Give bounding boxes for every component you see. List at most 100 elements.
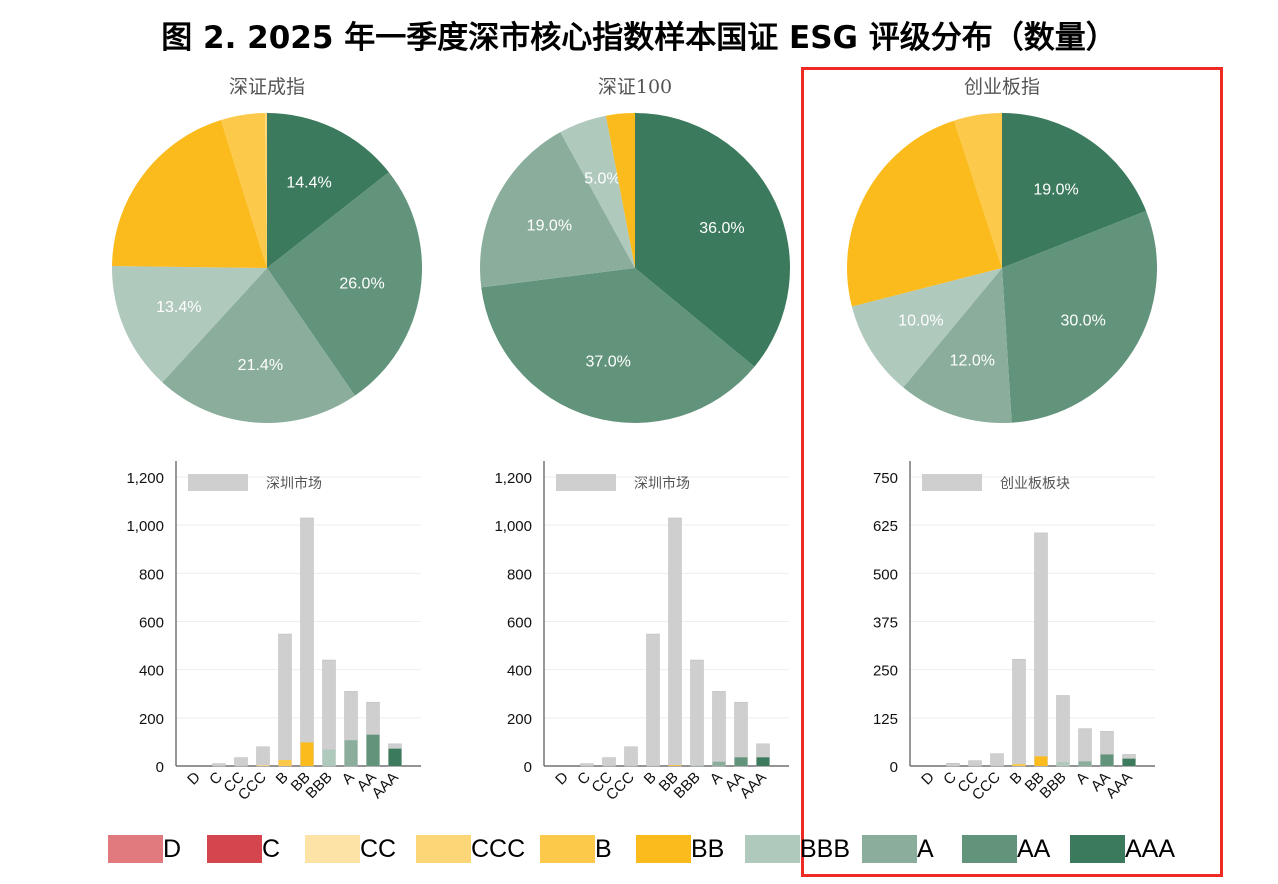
x-tick-label: D	[552, 769, 572, 789]
pie-slice-A	[480, 132, 635, 288]
pie-slice-label: 19.0%	[527, 217, 572, 234]
bar-market-B	[278, 633, 292, 767]
legend-swatch	[962, 835, 1017, 863]
pie-slice-label: 26.0%	[339, 275, 384, 292]
legend-item-C: C	[207, 835, 280, 863]
bar-market-CC	[602, 757, 616, 767]
y-tick-label: 250	[873, 663, 898, 680]
bar-market-CCC	[990, 753, 1004, 767]
pie-slice-label: 36.0%	[699, 220, 744, 237]
bar-index-A	[344, 740, 358, 766]
y-tick-label: 625	[873, 518, 898, 535]
highlight-box	[801, 67, 1223, 877]
pie-slice-label: 30.0%	[1060, 312, 1105, 329]
pie-slice-AAA	[267, 113, 389, 268]
legend-item-CC: CC	[305, 835, 396, 863]
x-tick-label: AAA	[369, 769, 402, 802]
legend-swatch	[636, 835, 691, 863]
bar-market-CCC	[624, 746, 638, 767]
pie-slice-label: 5.0%	[584, 171, 620, 188]
y-tick-label: 400	[507, 663, 532, 680]
legend-swatch	[207, 835, 262, 863]
legend-item-AAA: AAA	[1070, 835, 1175, 863]
legend-label: AAA	[1125, 835, 1176, 863]
legend-swatch	[305, 835, 360, 863]
y-tick-label: 1,200	[126, 470, 164, 487]
legend-item-B: B	[540, 835, 612, 863]
bar-market-B	[646, 633, 660, 767]
legend-item-CCC: CCC	[416, 835, 525, 863]
bar-index-AAA	[756, 757, 770, 766]
pie-title: 创业板指	[964, 76, 1040, 98]
legend-swatch	[1070, 835, 1125, 863]
legend-label: A	[917, 835, 934, 863]
bar-market-CC	[968, 760, 982, 767]
bar-market-AA	[734, 701, 748, 767]
pie-slice-BB	[847, 120, 1002, 307]
rating-legend: D C CC CCC B BB BBB A AA AAA	[0, 835, 1278, 865]
pie-slice-B	[954, 113, 1002, 268]
bar-market-BBB	[690, 659, 704, 767]
x-tick-label: AAA	[737, 769, 770, 802]
pie-slice-label: 21.4%	[238, 357, 283, 374]
pie-chart: 创业板指 19.0% 30.0% 12.0% 10.0%	[847, 76, 1157, 423]
bar-legend-label: 深圳市场	[634, 475, 690, 492]
bar-index-BBB	[322, 749, 336, 766]
bar-index-AAA	[388, 748, 402, 766]
pie-chart: 深证成指 14.4% 26.0% 21.4% 13.4%	[112, 76, 423, 423]
pie-slice-label: 12.0%	[950, 352, 995, 369]
legend-item-D: D	[108, 835, 181, 863]
legend-swatch	[416, 835, 471, 863]
pie-slice-BB	[112, 119, 267, 268]
y-tick-label: 800	[139, 566, 164, 583]
x-tick-label: D	[184, 769, 204, 789]
pie-slice-AA	[267, 172, 423, 396]
legend-swatch	[540, 835, 595, 863]
pie-slice-A	[162, 268, 355, 423]
y-tick-label: 800	[507, 566, 532, 583]
pie-slice-B	[220, 113, 267, 268]
y-tick-label: 1,200	[494, 470, 532, 487]
legend-label: AA	[1017, 835, 1051, 863]
pie-title: 深证成指	[229, 76, 305, 98]
pie-slice-label: 10.0%	[898, 312, 943, 329]
pie-slice-label: 37.0%	[586, 353, 631, 370]
bar-market-C	[212, 763, 226, 767]
bar-market-C	[580, 763, 594, 767]
bar-market-A	[712, 691, 726, 767]
legend-label: C	[262, 835, 281, 863]
pie-slice-BBB	[851, 268, 1002, 388]
bar-index-BBB	[690, 765, 704, 766]
bar-index-BB	[300, 742, 314, 766]
bar-index-AAA	[1122, 758, 1136, 766]
pie-slice-BBB	[112, 266, 267, 383]
y-tick-label: 0	[890, 759, 898, 776]
y-tick-label: 500	[873, 566, 898, 583]
legend-label: CCC	[471, 835, 526, 863]
y-tick-label: 200	[139, 711, 164, 728]
y-tick-label: 1,000	[494, 518, 532, 535]
bar-index-BB	[668, 765, 682, 766]
legend-item-BBB: BBB	[745, 835, 850, 863]
bar-legend-label: 创业板板块	[1000, 476, 1070, 492]
legend-swatch	[745, 835, 800, 863]
legend-label: CC	[360, 835, 397, 863]
pie-slice-BBB	[560, 115, 635, 268]
bar-legend-label: 深圳市场	[266, 475, 322, 492]
bar-legend-swatch	[556, 474, 616, 491]
pie-slice-label: 14.4%	[286, 175, 331, 192]
y-tick-label: 0	[156, 759, 164, 776]
bar-market-C	[946, 763, 960, 767]
legend-label: B	[595, 835, 612, 863]
legend-label: BB	[691, 835, 725, 863]
bar-index-AA	[1100, 754, 1114, 766]
y-tick-label: 125	[873, 711, 898, 728]
bar-index-AA	[734, 757, 748, 766]
y-tick-label: 600	[507, 615, 532, 632]
bar-market-BB	[300, 517, 314, 767]
bar-index-B	[278, 759, 292, 766]
y-tick-label: 750	[873, 470, 898, 487]
bar-index-BBB	[1056, 762, 1070, 766]
